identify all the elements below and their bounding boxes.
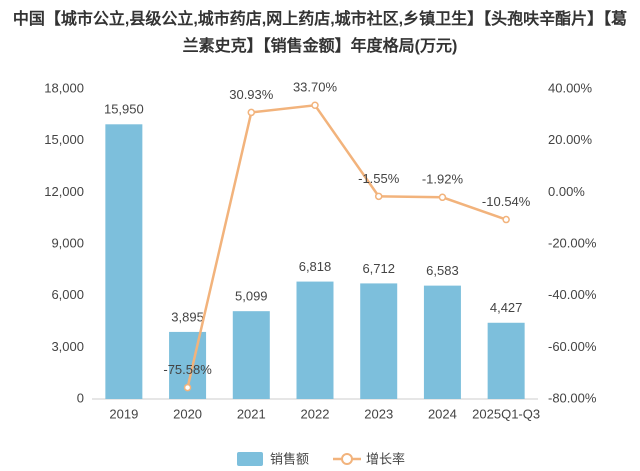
data-label: -1.55% xyxy=(358,171,400,186)
data-label: 3,895 xyxy=(171,309,204,324)
legend-swatch xyxy=(341,453,353,465)
x-tick-label: 2020 xyxy=(173,406,202,421)
legend-label: 销售额 xyxy=(270,451,309,466)
legend-swatch xyxy=(237,452,263,466)
data-label: 6,818 xyxy=(299,259,332,274)
x-tick-label: 2021 xyxy=(237,406,266,421)
line-point xyxy=(311,101,319,110)
data-label: 6,583 xyxy=(426,263,459,278)
line-point xyxy=(438,193,447,202)
data-label: 4,427 xyxy=(490,300,523,315)
chart-title: 中国【城市公立,县级公立,城市药店,网上药店,城市社区,乡镇卫生】【头孢呋辛酯片… xyxy=(12,11,628,55)
x-tick-label: 2019 xyxy=(109,406,138,421)
legend-label: 增长率 xyxy=(366,451,405,466)
bar xyxy=(296,281,334,399)
line-point xyxy=(502,215,510,224)
y-tick-label: 0 xyxy=(77,390,84,405)
y2-tick-label: 0.00% xyxy=(548,184,585,199)
y-tick-label: 12,000 xyxy=(44,184,84,199)
y2-tick-label: -60.00% xyxy=(548,339,597,354)
data-label: 15,950 xyxy=(104,102,144,117)
line-point xyxy=(374,192,383,201)
y2-tick-label: 40.00% xyxy=(548,80,593,95)
line xyxy=(186,103,507,388)
y-tick-label: 3,000 xyxy=(51,339,84,354)
x-tick-label: 2025Q1-Q3 xyxy=(472,406,540,421)
data-label: -1.92% xyxy=(422,172,464,187)
line-point xyxy=(247,108,256,117)
data-label: -75.58% xyxy=(163,362,212,377)
bar xyxy=(105,124,143,400)
y-tick-label: 18,000 xyxy=(44,80,84,95)
data-label: -10.54% xyxy=(482,194,531,209)
line-point xyxy=(183,383,192,392)
bar xyxy=(487,322,525,399)
y2-tick-label: -20.00% xyxy=(548,235,597,250)
y-tick-label: 15,000 xyxy=(44,132,84,147)
bar xyxy=(360,283,398,399)
y-tick-label: 9,000 xyxy=(51,235,84,250)
y2-tick-label: -40.00% xyxy=(548,287,597,302)
data-label: 33.70% xyxy=(293,80,338,95)
data-label: 5,099 xyxy=(235,289,268,304)
x-tick-label: 2023 xyxy=(364,406,393,421)
x-tick-label: 2022 xyxy=(301,406,330,421)
y2-tick-label: 20.00% xyxy=(548,132,593,147)
bar xyxy=(423,285,461,399)
bar xyxy=(232,311,270,399)
data-label: 30.93% xyxy=(229,87,274,102)
y-tick-label: 6,000 xyxy=(51,287,84,302)
data-label: 6,712 xyxy=(362,261,395,276)
x-tick-label: 2024 xyxy=(428,406,457,421)
y2-tick-label: -80.00% xyxy=(548,390,597,405)
